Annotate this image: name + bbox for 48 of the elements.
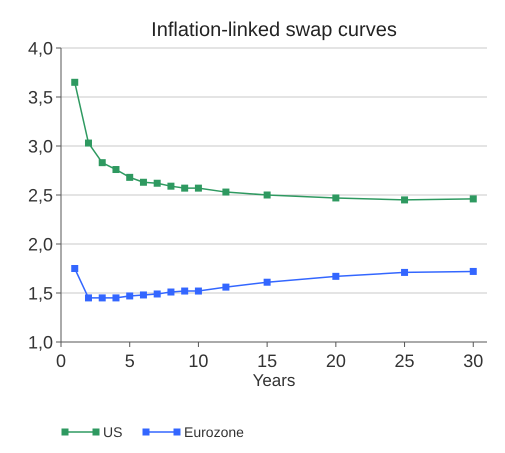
point (98, 159, 106, 166)
point (126, 292, 134, 300)
point (222, 284, 230, 291)
point (194, 184, 202, 192)
x-tick-label: 20 (326, 351, 346, 371)
point (71, 78, 78, 86)
x-tick-label: 5 (124, 351, 135, 371)
x-tick-label: 25 (394, 351, 415, 371)
x-axis-title: Years (252, 371, 296, 390)
point (181, 184, 188, 192)
legend-label: US (103, 424, 122, 440)
legend-label: Eurozone (184, 424, 244, 440)
point (181, 288, 188, 295)
point (401, 268, 408, 276)
y-tick-label: 2,0 (28, 234, 53, 254)
point (470, 195, 477, 202)
point (264, 278, 271, 286)
x-tick-label: 0 (56, 351, 66, 371)
x-tick-label: 30 (463, 351, 484, 371)
point (140, 291, 147, 298)
point (98, 294, 106, 302)
point (126, 174, 134, 181)
y-tick-label: 3,5 (28, 87, 53, 108)
x-tick-label: 10 (188, 351, 208, 371)
point (154, 180, 161, 187)
y-tick-label: 1,0 (28, 332, 53, 352)
point (167, 288, 174, 296)
point (167, 182, 174, 190)
chart-title: Inflation-linked swap curves (151, 19, 397, 41)
y-tick-label: 1,5 (28, 283, 53, 304)
point (401, 196, 408, 204)
x-tick-label: 15 (257, 351, 278, 371)
point (154, 290, 161, 298)
point (140, 178, 147, 186)
point (332, 272, 340, 280)
y-tick-label: 4,0 (28, 38, 53, 58)
point (332, 194, 340, 202)
point (112, 294, 120, 302)
y-tick-label: 3,0 (28, 136, 53, 156)
point (470, 268, 477, 275)
point (222, 188, 230, 196)
point (84, 294, 92, 302)
y-tick-label: 2,5 (28, 185, 53, 206)
point (112, 166, 120, 174)
point (84, 140, 92, 147)
point (264, 192, 271, 198)
point (194, 288, 202, 295)
point (71, 265, 78, 272)
